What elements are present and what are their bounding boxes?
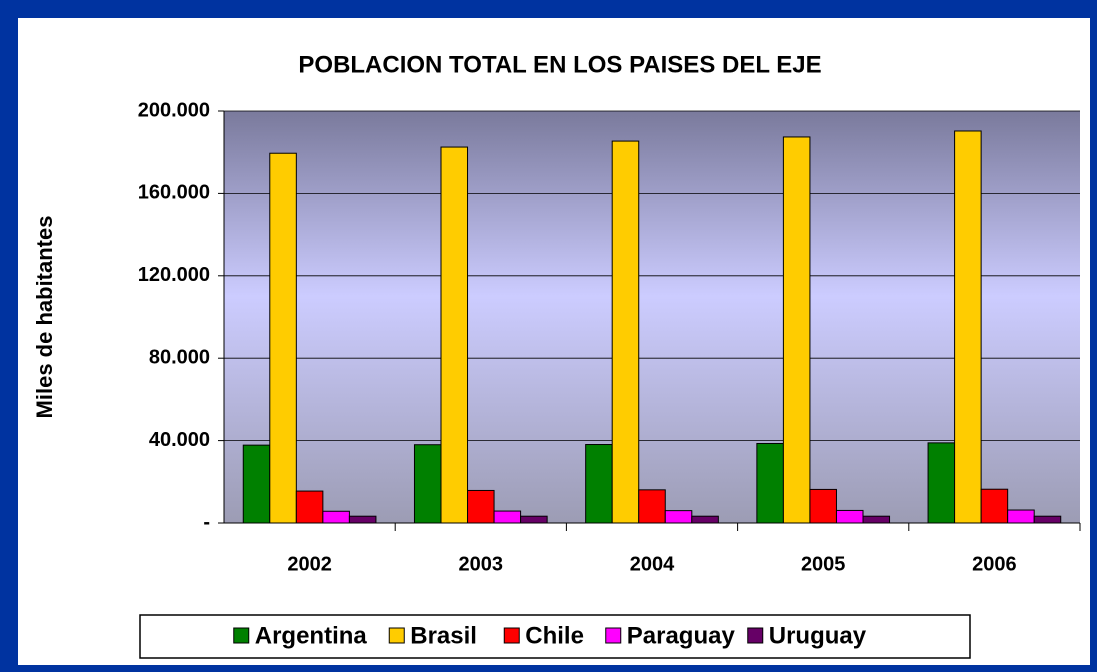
bar <box>520 515 548 524</box>
bar <box>835 509 864 524</box>
legend-label: Uruguay <box>769 622 867 649</box>
y-tick-label: 40.000 <box>149 429 210 451</box>
y-tick-label: - <box>203 511 210 533</box>
bar <box>980 488 1009 524</box>
bar <box>295 490 324 524</box>
bar <box>954 130 982 524</box>
chart-title: POBLACION TOTAL EN LOS PAISES DEL EJE <box>298 51 821 78</box>
bar <box>664 510 693 524</box>
bar <box>638 489 666 524</box>
x-tick-label: 2004 <box>630 553 675 575</box>
legend <box>139 614 971 659</box>
bar <box>440 146 469 524</box>
bar <box>611 140 640 524</box>
bar <box>782 136 811 524</box>
bar <box>1033 515 1062 524</box>
y-tick-label: 160.000 <box>138 182 210 204</box>
bar <box>585 444 613 524</box>
bar <box>242 444 271 524</box>
bar <box>413 444 442 524</box>
legend-label: Paraguay <box>627 622 736 649</box>
legend-swatch <box>747 627 764 644</box>
legend-label: Chile <box>525 622 584 649</box>
bar <box>467 489 495 524</box>
bar <box>809 488 837 524</box>
bar <box>348 515 377 524</box>
bar <box>1007 509 1035 524</box>
y-axis-label: Miles de habitantes <box>32 216 57 419</box>
bar <box>691 515 719 524</box>
legend-swatch <box>503 627 520 644</box>
legend-label: Brasil <box>410 622 477 649</box>
bar <box>322 510 350 524</box>
x-tick-label: 2006 <box>972 553 1017 575</box>
legend-swatch <box>605 627 622 644</box>
legend-swatch <box>388 627 405 644</box>
legend-swatch <box>233 627 250 644</box>
bar <box>756 442 784 524</box>
x-tick-label: 2003 <box>459 553 504 575</box>
y-tick-label: 120.000 <box>138 264 210 286</box>
y-tick-label: 80.000 <box>149 346 210 368</box>
x-tick-label: 2002 <box>287 553 332 575</box>
bar <box>269 152 297 524</box>
bar <box>493 510 522 524</box>
legend-label: Argentina <box>255 622 368 649</box>
bar <box>927 442 956 524</box>
x-tick-label: 2005 <box>801 553 846 575</box>
y-tick-label: 200.000 <box>138 99 210 121</box>
bar <box>862 515 891 524</box>
